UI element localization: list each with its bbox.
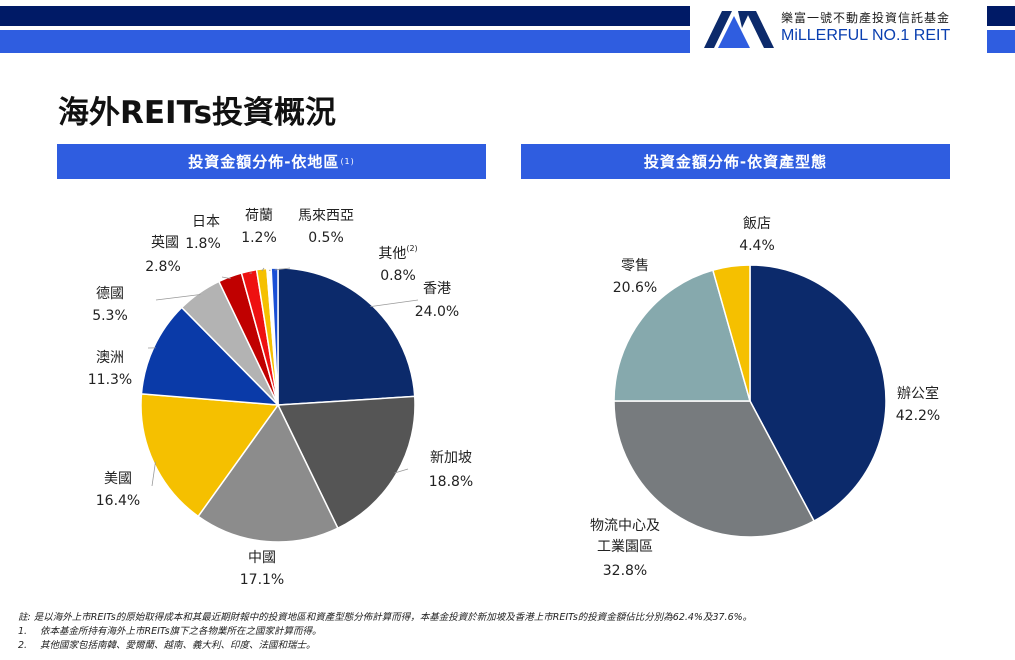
region-panel-footnote-mark: (1) [340, 157, 355, 166]
leader-line [370, 299, 419, 307]
company-name-en: MiLLERFUL NO.1 REIT [781, 27, 951, 44]
pie-chart-region: 香港 24.0% 新加坡 18.8% 中國 17.1% 美國 16.4% 澳洲 11.3% 德國 5.… [88, 208, 473, 588]
asset-type-panel-header: 投資金額分佈-依資產型態 [521, 144, 950, 179]
slice-value-label: 16.4% [96, 493, 140, 509]
pie-slice [140, 306, 280, 406]
leader-line [274, 267, 291, 271]
slice-label: 香港 [423, 281, 451, 297]
slice-label: 工業園區 [597, 539, 653, 555]
slice-label: 物流中心及 [590, 518, 660, 534]
slice-label: 辦公室 [897, 385, 939, 402]
slice-value-label: 32.8% [603, 563, 647, 579]
pie-slice [613, 269, 751, 402]
slice-value-label: 5.3% [92, 308, 128, 324]
pie-slice [276, 395, 416, 530]
slice-label: 馬來西亞 [298, 208, 354, 224]
pie-slice [749, 264, 887, 523]
asset-type-panel-title: 投資金額分佈-依資產型態 [643, 153, 828, 171]
slice-value-label: 1.8% [185, 236, 221, 252]
slice-value-label: 2.8% [145, 259, 181, 275]
footnote-1-number: 1. [18, 626, 28, 637]
slice-value-label: 4.4% [739, 238, 775, 254]
leader-line [394, 468, 409, 474]
slice-label: 澳洲 [96, 350, 124, 366]
slice-label: 英國 [151, 234, 179, 251]
slice-value-label: 20.6% [613, 280, 657, 296]
slice-label: 新加坡 [430, 450, 472, 466]
pie-slice [613, 400, 816, 538]
slice-label: 其他(2) [378, 244, 417, 262]
slice-label: 飯店 [743, 215, 771, 232]
pie-slice [711, 264, 751, 402]
slice-label: 中國 [248, 550, 276, 566]
footnote-1-text: 依本基金所持有海外上市REITs旗下之各物業所在之國家計算而得。 [40, 626, 322, 637]
slice-label: 零售 [621, 258, 649, 274]
footnote-2: 2. 其他國家包括南韓、愛爾蘭、越南、義大利、印度、法國和瑞士。 [18, 639, 752, 653]
region-panel-title: 投資金額分佈-依地區 [188, 153, 340, 171]
footnotes: 註: 是以海外上市REITs的原始取得成本和其最近期財報中的投資地區和資產型態分… [18, 611, 752, 653]
company-name-cn: 樂富一號不動產投資信託基金 [781, 11, 951, 25]
leader-line [155, 294, 201, 301]
header-band-right-bottom [987, 30, 1015, 53]
footnote-2-number: 2. [18, 640, 28, 651]
page-title: 海外REITs投資概況 [58, 95, 337, 131]
pie-slice [270, 267, 279, 406]
slice-value-label: 0.8% [380, 268, 416, 284]
slice-label: 德國 [96, 286, 124, 302]
slice-value-label: 18.8% [429, 474, 473, 490]
footnote-main: 註: 是以海外上市REITs的原始取得成本和其最近期財報中的投資地區和資產型態分… [18, 612, 753, 623]
footnote-2-text: 其他國家包括南韓、愛爾蘭、越南、義大利、印度、法國和瑞士。 [40, 640, 316, 651]
header-band-top [0, 6, 690, 26]
slice-label: 日本 [192, 214, 220, 230]
leader-line [151, 461, 156, 487]
pie-slice [277, 267, 416, 406]
millerful-logo-icon [704, 11, 774, 48]
slice-label: 美國 [104, 471, 132, 487]
header-band-right-top [987, 6, 1015, 26]
region-panel-header: 投資金額分佈-依地區 (1) [57, 144, 486, 179]
slice-value-label: 11.3% [88, 372, 132, 388]
slice-value-label: 24.0% [415, 304, 459, 320]
slice-label: 荷蘭 [245, 208, 273, 224]
footnote-1: 1. 依本基金所持有海外上市REITs旗下之各物業所在之國家計算而得。 [18, 625, 752, 639]
pie-slice [197, 403, 339, 543]
leader-line [261, 267, 265, 272]
leader-line [221, 276, 231, 279]
header-band-bottom [0, 30, 690, 53]
pie-slice [140, 393, 280, 518]
slice-value-label: 17.1% [240, 572, 284, 588]
slice-value-label: 42.2% [896, 408, 940, 424]
slice-label-sup: (2) [406, 244, 417, 253]
slice-value-label: 0.5% [308, 230, 344, 246]
slice-value-label: 1.2% [241, 230, 277, 246]
